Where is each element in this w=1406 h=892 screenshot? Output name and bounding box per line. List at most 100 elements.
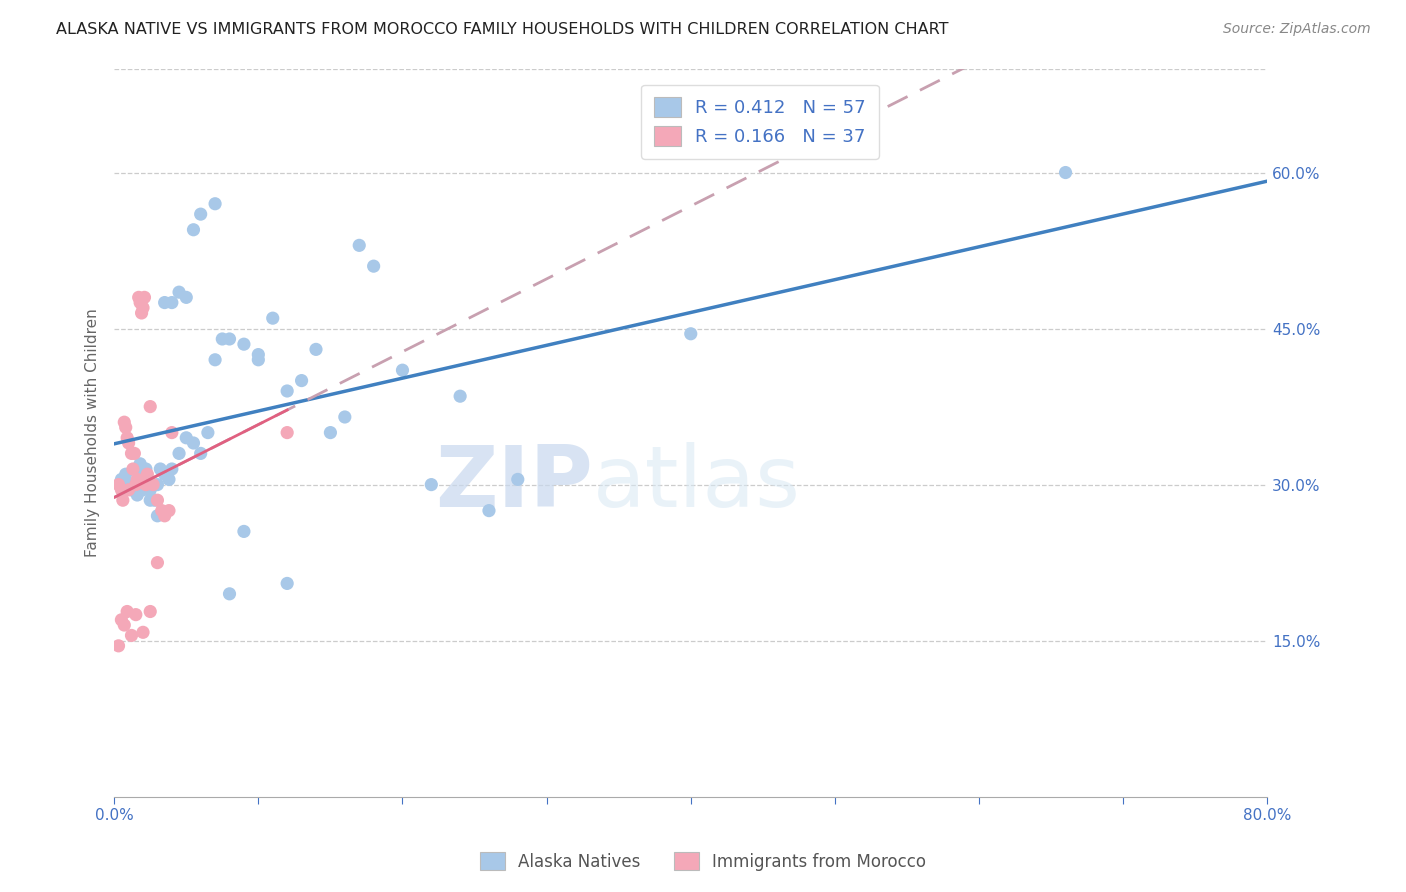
Point (117, 483, 139, 497)
Point (506, 472, 529, 486)
Legend: R = 0.412   N = 57, R = 0.166   N = 37: R = 0.412 N = 57, R = 0.166 N = 37 (641, 85, 879, 159)
Point (110, 483, 132, 497)
Point (124, 477, 146, 491)
Point (107, 477, 129, 491)
Point (449, 389, 471, 403)
Text: ZIP: ZIP (434, 442, 593, 525)
Point (143, 493, 166, 508)
Text: ALASKA NATIVE VS IMMIGRANTS FROM MOROCCO FAMILY HOUSEHOLDS WITH CHILDREN CORRELA: ALASKA NATIVE VS IMMIGRANTS FROM MOROCCO… (56, 22, 949, 37)
Point (139, 400, 162, 414)
Point (121, 628, 143, 642)
Point (190, 207, 212, 221)
Point (107, 639, 129, 653)
Point (420, 477, 443, 491)
Point (132, 467, 155, 482)
Point (174, 290, 197, 304)
Point (247, 348, 270, 362)
Point (125, 477, 148, 491)
Point (183, 436, 205, 450)
Point (160, 295, 183, 310)
Point (136, 467, 159, 482)
Point (150, 503, 173, 517)
Point (204, 352, 226, 367)
Point (276, 384, 298, 398)
Point (391, 363, 413, 377)
Point (142, 477, 165, 491)
Point (122, 462, 145, 476)
Point (174, 431, 197, 445)
Point (139, 493, 162, 508)
Point (117, 477, 139, 491)
Point (333, 409, 356, 424)
Point (276, 425, 298, 440)
Point (262, 311, 284, 326)
Point (121, 446, 143, 460)
Point (153, 295, 176, 310)
Point (117, 477, 139, 491)
Point (349, 238, 371, 252)
Point (112, 415, 135, 429)
Point (167, 446, 190, 460)
Point (139, 605, 162, 619)
Point (125, 607, 148, 622)
Point (112, 618, 135, 632)
Point (129, 295, 152, 310)
Point (124, 446, 146, 460)
Point (127, 488, 149, 502)
Text: Source: ZipAtlas.com: Source: ZipAtlas.com (1223, 22, 1371, 37)
Point (131, 306, 153, 320)
Point (204, 196, 226, 211)
Point (127, 472, 149, 486)
Point (132, 483, 155, 497)
Point (167, 285, 190, 300)
Point (110, 613, 132, 627)
Point (146, 493, 169, 508)
Point (247, 352, 270, 367)
Point (128, 290, 150, 304)
Point (153, 508, 176, 523)
Point (157, 472, 180, 486)
Point (134, 290, 156, 304)
Legend: Alaska Natives, Immigrants from Morocco: Alaska Natives, Immigrants from Morocco (471, 844, 935, 880)
Point (232, 337, 254, 351)
Point (110, 472, 132, 486)
Point (135, 477, 157, 491)
Point (218, 332, 240, 346)
Point (149, 462, 172, 476)
Point (183, 223, 205, 237)
Point (146, 508, 169, 523)
Point (276, 576, 298, 591)
Point (153, 467, 176, 482)
Y-axis label: Family Households with Children: Family Households with Children (86, 309, 100, 557)
Point (117, 436, 139, 450)
Point (132, 625, 155, 640)
Point (197, 425, 219, 440)
Point (129, 457, 152, 471)
Point (146, 477, 169, 491)
Point (679, 326, 702, 341)
Point (114, 467, 136, 482)
Point (125, 462, 148, 476)
Point (160, 425, 183, 440)
Point (139, 483, 162, 497)
Point (135, 462, 157, 476)
Point (290, 374, 312, 388)
Point (160, 462, 183, 476)
Point (211, 332, 233, 346)
Point (157, 503, 180, 517)
Point (218, 587, 240, 601)
Point (232, 524, 254, 539)
Point (132, 301, 155, 315)
Point (115, 431, 138, 445)
Point (114, 420, 136, 434)
Point (363, 259, 385, 273)
Point (121, 483, 143, 497)
Point (111, 493, 134, 508)
Point (478, 503, 501, 517)
Point (319, 425, 342, 440)
Text: atlas: atlas (593, 442, 801, 525)
Point (305, 343, 328, 357)
Point (115, 605, 138, 619)
Point (190, 446, 212, 460)
Point (1054, 165, 1077, 179)
